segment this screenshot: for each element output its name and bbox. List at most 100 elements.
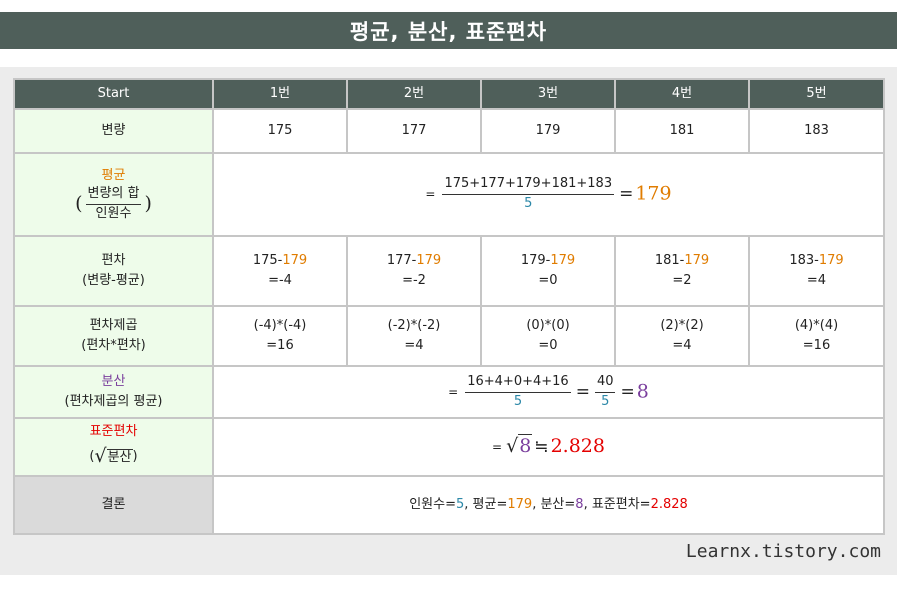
mean-fraction: 175+177+179+181+183 5 (442, 176, 615, 213)
variance-eq-prefix: = (448, 384, 459, 399)
mean-result: 179 (635, 182, 672, 205)
stddev-result: 2.828 (550, 435, 605, 458)
deviation-mean: 179 (684, 252, 710, 268)
mean-label-fraction: 변량의 합 인원수 (85, 186, 142, 223)
variance-denominator: 5 (513, 393, 523, 409)
squared-label-cell: 편차제곱 (편차*편차) (13, 305, 214, 367)
stddev-calc-cell: = √8 ≒ 2.828 (212, 417, 885, 477)
separator: , (464, 496, 473, 512)
mean-label-denominator: 인원수 (95, 206, 132, 222)
deviation-result: =4 (806, 273, 827, 288)
stddev-summary-label: 표준편차= (591, 496, 651, 512)
deviation-expr: 179- (520, 252, 551, 268)
deviation-result: =2 (672, 273, 692, 288)
squared-result: =0 (538, 338, 558, 353)
variance-calc-cell: = 16+4+0+4+16 5 = 40 5 = 8 (212, 365, 885, 419)
variance-label: 분산 (101, 373, 126, 389)
variance-sub: (편차제곱의 평균) (64, 394, 163, 409)
squared-expr: (0)*(0) (526, 317, 570, 333)
squared-sub: (편차*편차) (81, 338, 146, 353)
deviation-result: =-4 (268, 273, 292, 288)
stddev-sub: (√분산) (15, 442, 212, 471)
paren-close: ) (144, 192, 152, 215)
variance-denominator-2: 5 (601, 393, 610, 409)
deviation-sub: (변량-평균) (82, 273, 145, 288)
deviation-cell: 181-179 =2 (614, 235, 750, 307)
statistics-table: Start 1번 2번 3번 4번 5번 변량 175 177 179 181 … (13, 78, 885, 535)
page-title: 평균, 분산, 표준편차 (0, 12, 897, 49)
squared-row: 편차제곱 (편차*편차) (-4)*(-4) =16 (-2)*(-2) =4 (0… (13, 305, 885, 367)
squared-expr: (4)*(4) (794, 317, 839, 333)
header-col-3: 3번 (480, 78, 616, 110)
header-col-4: 4번 (614, 78, 750, 110)
variate-label: 변량 (13, 108, 214, 154)
mean-denominator: 5 (524, 196, 533, 211)
header-row: Start 1번 2번 3번 4번 5번 (13, 78, 885, 110)
squared-expr: (-2)*(-2) (387, 317, 441, 333)
stddev-approx: ≒ (534, 436, 549, 457)
deviation-mean: 179 (818, 252, 844, 268)
stddev-label: 표준편차 (89, 424, 138, 440)
stddev-summary-value: 2.828 (650, 496, 688, 512)
deviation-label-cell: 편차 (변량-평균) (13, 235, 214, 307)
mean-formula-label: (변량의 합 인원수) (15, 186, 212, 223)
site-footer: Learnx.tistory.com (685, 541, 881, 562)
conclusion-label: 결론 (13, 475, 214, 535)
deviation-mean: 179 (416, 252, 442, 268)
deviation-expr: 183- (789, 252, 819, 268)
squared-cell: (-4)*(-4) =16 (212, 305, 348, 367)
stddev-sub-radicand: 분산 (106, 448, 133, 465)
stddev-radicand: 8 (518, 434, 533, 458)
squared-result: =16 (802, 338, 831, 353)
deviation-result: =0 (538, 273, 558, 288)
deviation-cell: 183-179 =4 (748, 235, 885, 307)
variate-cell: 183 (748, 108, 885, 154)
paren-open: ( (75, 192, 83, 215)
variance-eq-1: = (575, 381, 590, 402)
deviation-mean: 179 (282, 252, 308, 268)
sqrt-icon: √ (94, 445, 107, 468)
variate-cell: 175 (212, 108, 348, 154)
deviation-cell: 175-179 =-4 (212, 235, 348, 307)
deviation-row: 편차 (변량-평균) 175-179 =-4 177-179 =-2 179-179… (13, 235, 885, 307)
stddev-row: 표준편차 (√분산) = √8 ≒ 2.828 (13, 417, 885, 477)
header-col-1: 1번 (212, 78, 348, 110)
squared-expr: (-4)*(-4) (253, 317, 307, 333)
squared-result: =4 (404, 338, 424, 353)
deviation-result: =-2 (402, 273, 426, 288)
header-col-5: 5번 (748, 78, 885, 110)
page-title-text: 평균, 분산, 표준편차 (349, 19, 548, 44)
variance-numerator: 16+4+0+4+16 (465, 374, 571, 393)
stddev-label-cell: 표준편차 (√분산) (13, 417, 214, 477)
mean-label: 평균 (101, 168, 126, 184)
squared-cell: (-2)*(-2) =4 (346, 305, 482, 367)
variance-fraction: 16+4+0+4+16 5 (465, 374, 571, 411)
header-col-2: 2번 (346, 78, 482, 110)
stddev-sqrt: √8 (506, 432, 533, 461)
variance-row: 분산 (편차제곱의 평균) = 16+4+0+4+16 5 = 40 5 = 8 (13, 365, 885, 419)
paren-open: ( (89, 449, 95, 465)
deviation-cell: 177-179 =-2 (346, 235, 482, 307)
variance-label-cell: 분산 (편차제곱의 평균) (13, 365, 214, 419)
mean-label-numerator: 변량의 합 (85, 186, 142, 206)
mean-label-cell: 평균 (변량의 합 인원수) (13, 152, 214, 237)
squared-result: =16 (266, 338, 294, 353)
variate-cell: 179 (480, 108, 616, 154)
variance-eq-2: = (620, 381, 635, 402)
separator: , (532, 496, 541, 512)
squared-expr: (2)*(2) (660, 317, 704, 333)
squared-cell: (2)*(2) =4 (614, 305, 750, 367)
deviation-mean: 179 (550, 252, 576, 268)
separator: , (583, 496, 592, 512)
mean-numerator: 175+177+179+181+183 (442, 176, 615, 195)
mean-eq-prefix: = (425, 187, 436, 202)
variance-summary-label: 분산= (540, 496, 576, 512)
squared-cell: (4)*(4) =16 (748, 305, 885, 367)
variate-cell: 177 (346, 108, 482, 154)
variate-row: 변량 175 177 179 181 183 (13, 108, 885, 154)
mean-summary-value: 179 (507, 496, 533, 512)
variance-summary-value: 8 (575, 496, 584, 512)
mean-eq: = (619, 184, 634, 205)
deviation-label: 편차 (101, 252, 126, 268)
variance-numerator-2: 40 (594, 374, 616, 393)
